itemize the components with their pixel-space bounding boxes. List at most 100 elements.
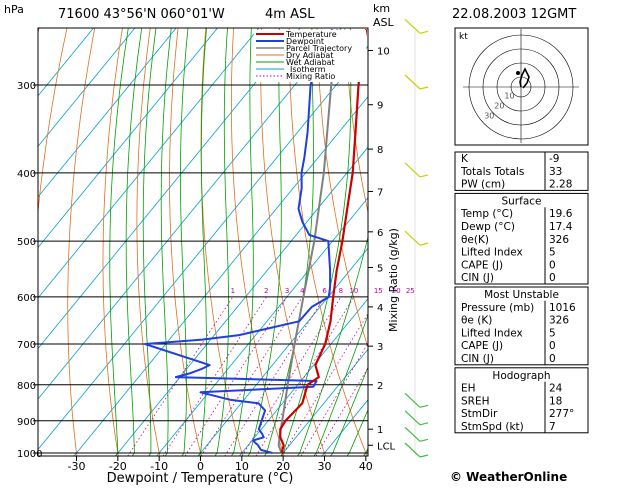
- wet-adiabat-line: [280, 28, 352, 456]
- isotherm-line: [73, 96, 368, 456]
- index-label: θe (K): [461, 315, 492, 327]
- mixing-ratio-label: 2: [264, 287, 268, 295]
- hpa-label: hPa: [4, 3, 24, 16]
- index-value: 24: [549, 383, 563, 395]
- pressure-tick-label: 500: [17, 237, 36, 248]
- wet-adiabat-line: [125, 28, 143, 456]
- height-tick-label: 9: [377, 101, 383, 112]
- isotherm-line: [38, 28, 136, 148]
- index-label: PW (cm): [461, 179, 505, 191]
- wind-barb-flag: [419, 438, 429, 442]
- wind-barb: [404, 18, 421, 34]
- mixing-ratio-label: 4: [300, 287, 305, 295]
- wet-adiabat-line: [142, 28, 157, 456]
- wet-adiabat-line: [297, 235, 368, 456]
- hodograph-ring-label: 20: [494, 102, 504, 111]
- isotherm-line: [38, 28, 260, 299]
- dry-adiabat-line: [102, 28, 123, 456]
- dry-adiabat-line: [260, 28, 326, 456]
- isotherm-line: [38, 28, 177, 198]
- indices-table: K -9 Totals Totals 33 PW (cm) 2.28 SurfaceTemp…: [454, 151, 589, 434]
- pressure-tick-label: 600: [17, 293, 36, 304]
- wet-adiabat-line: [197, 28, 207, 456]
- temp-tick-label: -30: [68, 460, 86, 473]
- index-label: CAPE (J): [461, 340, 503, 352]
- index-label: CAPE (J): [461, 259, 503, 271]
- index-label: Totals Totals: [460, 166, 524, 178]
- index-value: 19.6: [549, 208, 573, 220]
- wind-barb: [404, 392, 421, 408]
- wet-adiabat-line: [160, 28, 172, 456]
- mixing-ratio-line: [300, 342, 368, 456]
- pressure-axis: 300 400 500 600 700 800 900 1000: [17, 81, 42, 460]
- isotherm-line: [197, 247, 368, 456]
- index-label: EH: [461, 383, 476, 395]
- wind-barb-flag: [419, 86, 429, 90]
- index-value: 33: [549, 166, 562, 178]
- height-tick-label: 10: [377, 47, 390, 58]
- index-label: StmSpd (kt): [461, 421, 524, 433]
- index-label: θe(K): [461, 234, 489, 246]
- profile-lines: [144, 28, 368, 454]
- mixing-ratio-label: 3: [285, 287, 289, 295]
- wet-adiabat-line: [180, 28, 189, 456]
- pressure-tick-label: 300: [17, 81, 36, 92]
- pressure-tick-label: 700: [17, 340, 36, 351]
- temp-tick-label: 30: [317, 460, 331, 473]
- index-value: 326: [549, 234, 569, 246]
- wet-adiabat-line: [230, 28, 254, 456]
- index-value: 5: [549, 327, 556, 339]
- km-label: km: [373, 2, 390, 15]
- legend-label: Wet Adiabat: [286, 58, 335, 67]
- index-label: Lifted Index: [461, 327, 523, 339]
- pressure-tick-label: 900: [17, 417, 36, 428]
- temp-tick-label: -20: [109, 460, 127, 473]
- index-label: K: [461, 153, 469, 165]
- mixing-ratio-line: [224, 296, 325, 456]
- dry-adiabat-line: [67, 28, 96, 456]
- y-axis-title: Mixing Ratio (g/kg): [387, 228, 400, 332]
- mixing-ratio-line: [184, 296, 288, 456]
- temp-tick-label: 0: [197, 460, 204, 473]
- height-tick-label: 5: [377, 263, 383, 274]
- isotherm-line: [38, 28, 219, 249]
- index-value: -9: [549, 153, 559, 165]
- x-axis-title: Dewpoint / Temperature (°C): [107, 471, 294, 486]
- asl-label: ASL: [373, 16, 395, 29]
- temperature-axis: -30 -20 -10 0 10 20 30 40: [68, 456, 373, 473]
- isotherm-line: [156, 197, 368, 456]
- wet-adiabat-line: [330, 366, 368, 456]
- isotherm-line: [38, 28, 95, 97]
- legend-label: Dewpoint: [286, 37, 324, 46]
- index-label: CIN (J): [461, 272, 494, 284]
- mixing-ratio-line: [162, 296, 267, 456]
- hodograph-ring-label: 30: [484, 112, 494, 121]
- height-axis: 1 2 3 4 5 6 7 8 9 10 LCL: [368, 47, 396, 452]
- index-section-title: Most Unstable: [484, 289, 559, 301]
- legend-label: Mixing Ratio: [286, 72, 335, 81]
- index-section-title: Hodograph: [492, 370, 550, 382]
- index-value: 2.28: [549, 179, 572, 191]
- wind-profile: [404, 18, 429, 458]
- temp-tick-label: 40: [359, 460, 373, 473]
- index-box: [454, 367, 589, 434]
- height-tick-label: 2: [377, 381, 383, 392]
- mixing-ratio-label: 10: [349, 287, 358, 295]
- index-value: 0: [549, 259, 556, 271]
- wind-barb-flag: [419, 404, 429, 408]
- wind-barb-flag: [419, 30, 429, 34]
- isotherm-line: [238, 298, 368, 456]
- mixing-ratio-label: 1: [231, 287, 235, 295]
- plot-frame: [37, 27, 369, 457]
- index-value: 7: [549, 421, 556, 433]
- dry-adiabat-line: [288, 28, 368, 456]
- pressure-tick-label: 400: [17, 169, 36, 180]
- index-value: 0: [549, 353, 556, 365]
- index-value: 18: [549, 395, 562, 407]
- index-value: 1016: [549, 302, 576, 314]
- index-box: [454, 286, 589, 366]
- dry-adiabat-line: [316, 28, 368, 349]
- index-label: Lifted Index: [461, 247, 523, 259]
- index-label: Temp (°C): [460, 208, 513, 220]
- index-box: [454, 192, 589, 285]
